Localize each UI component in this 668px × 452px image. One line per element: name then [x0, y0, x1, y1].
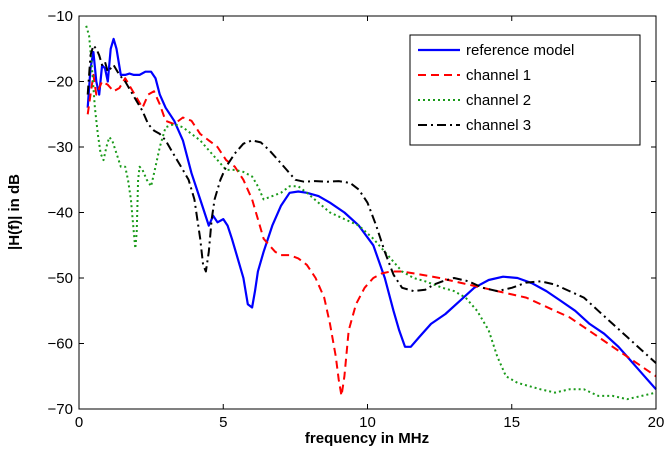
y-tick-label: −70 [48, 401, 73, 418]
x-axis-title: frequency in MHz [305, 430, 429, 447]
y-tick-label: −10 [48, 8, 73, 25]
legend: reference model channel 1 channel 2 channel… [409, 34, 641, 146]
series-line-channel-1 [86, 73, 657, 397]
legend-label-channel-1: channel 1 [466, 67, 531, 84]
y-axis-title: |H(f)| in dB [6, 174, 23, 250]
series-line-channel-2 [85, 25, 657, 401]
legend-label-reference-model: reference model [466, 42, 574, 59]
x-tick-label: 15 [503, 414, 520, 431]
y-tick-label: −60 [48, 336, 73, 353]
y-tick-label: −50 [48, 270, 73, 287]
x-tick-label: 0 [75, 414, 83, 431]
legend-label-channel-3: channel 3 [466, 117, 531, 134]
legend-label-channel-2: channel 2 [466, 92, 531, 109]
y-tick-label: −30 [48, 139, 73, 156]
y-tick-label: −20 [48, 74, 73, 91]
series-line-reference-model [86, 37, 657, 391]
series-line-channel-3 [86, 44, 657, 364]
legend-box [409, 34, 641, 146]
ticks-layer: 0 5 10 15 20 −10 −20 −30 −40 −50 −60 −70 [48, 8, 665, 431]
y-tick-label: −40 [48, 205, 73, 222]
series-layer [85, 25, 657, 401]
x-tick-label: 5 [219, 414, 227, 431]
x-tick-label: 10 [359, 414, 376, 431]
x-tick-label: 20 [648, 414, 665, 431]
